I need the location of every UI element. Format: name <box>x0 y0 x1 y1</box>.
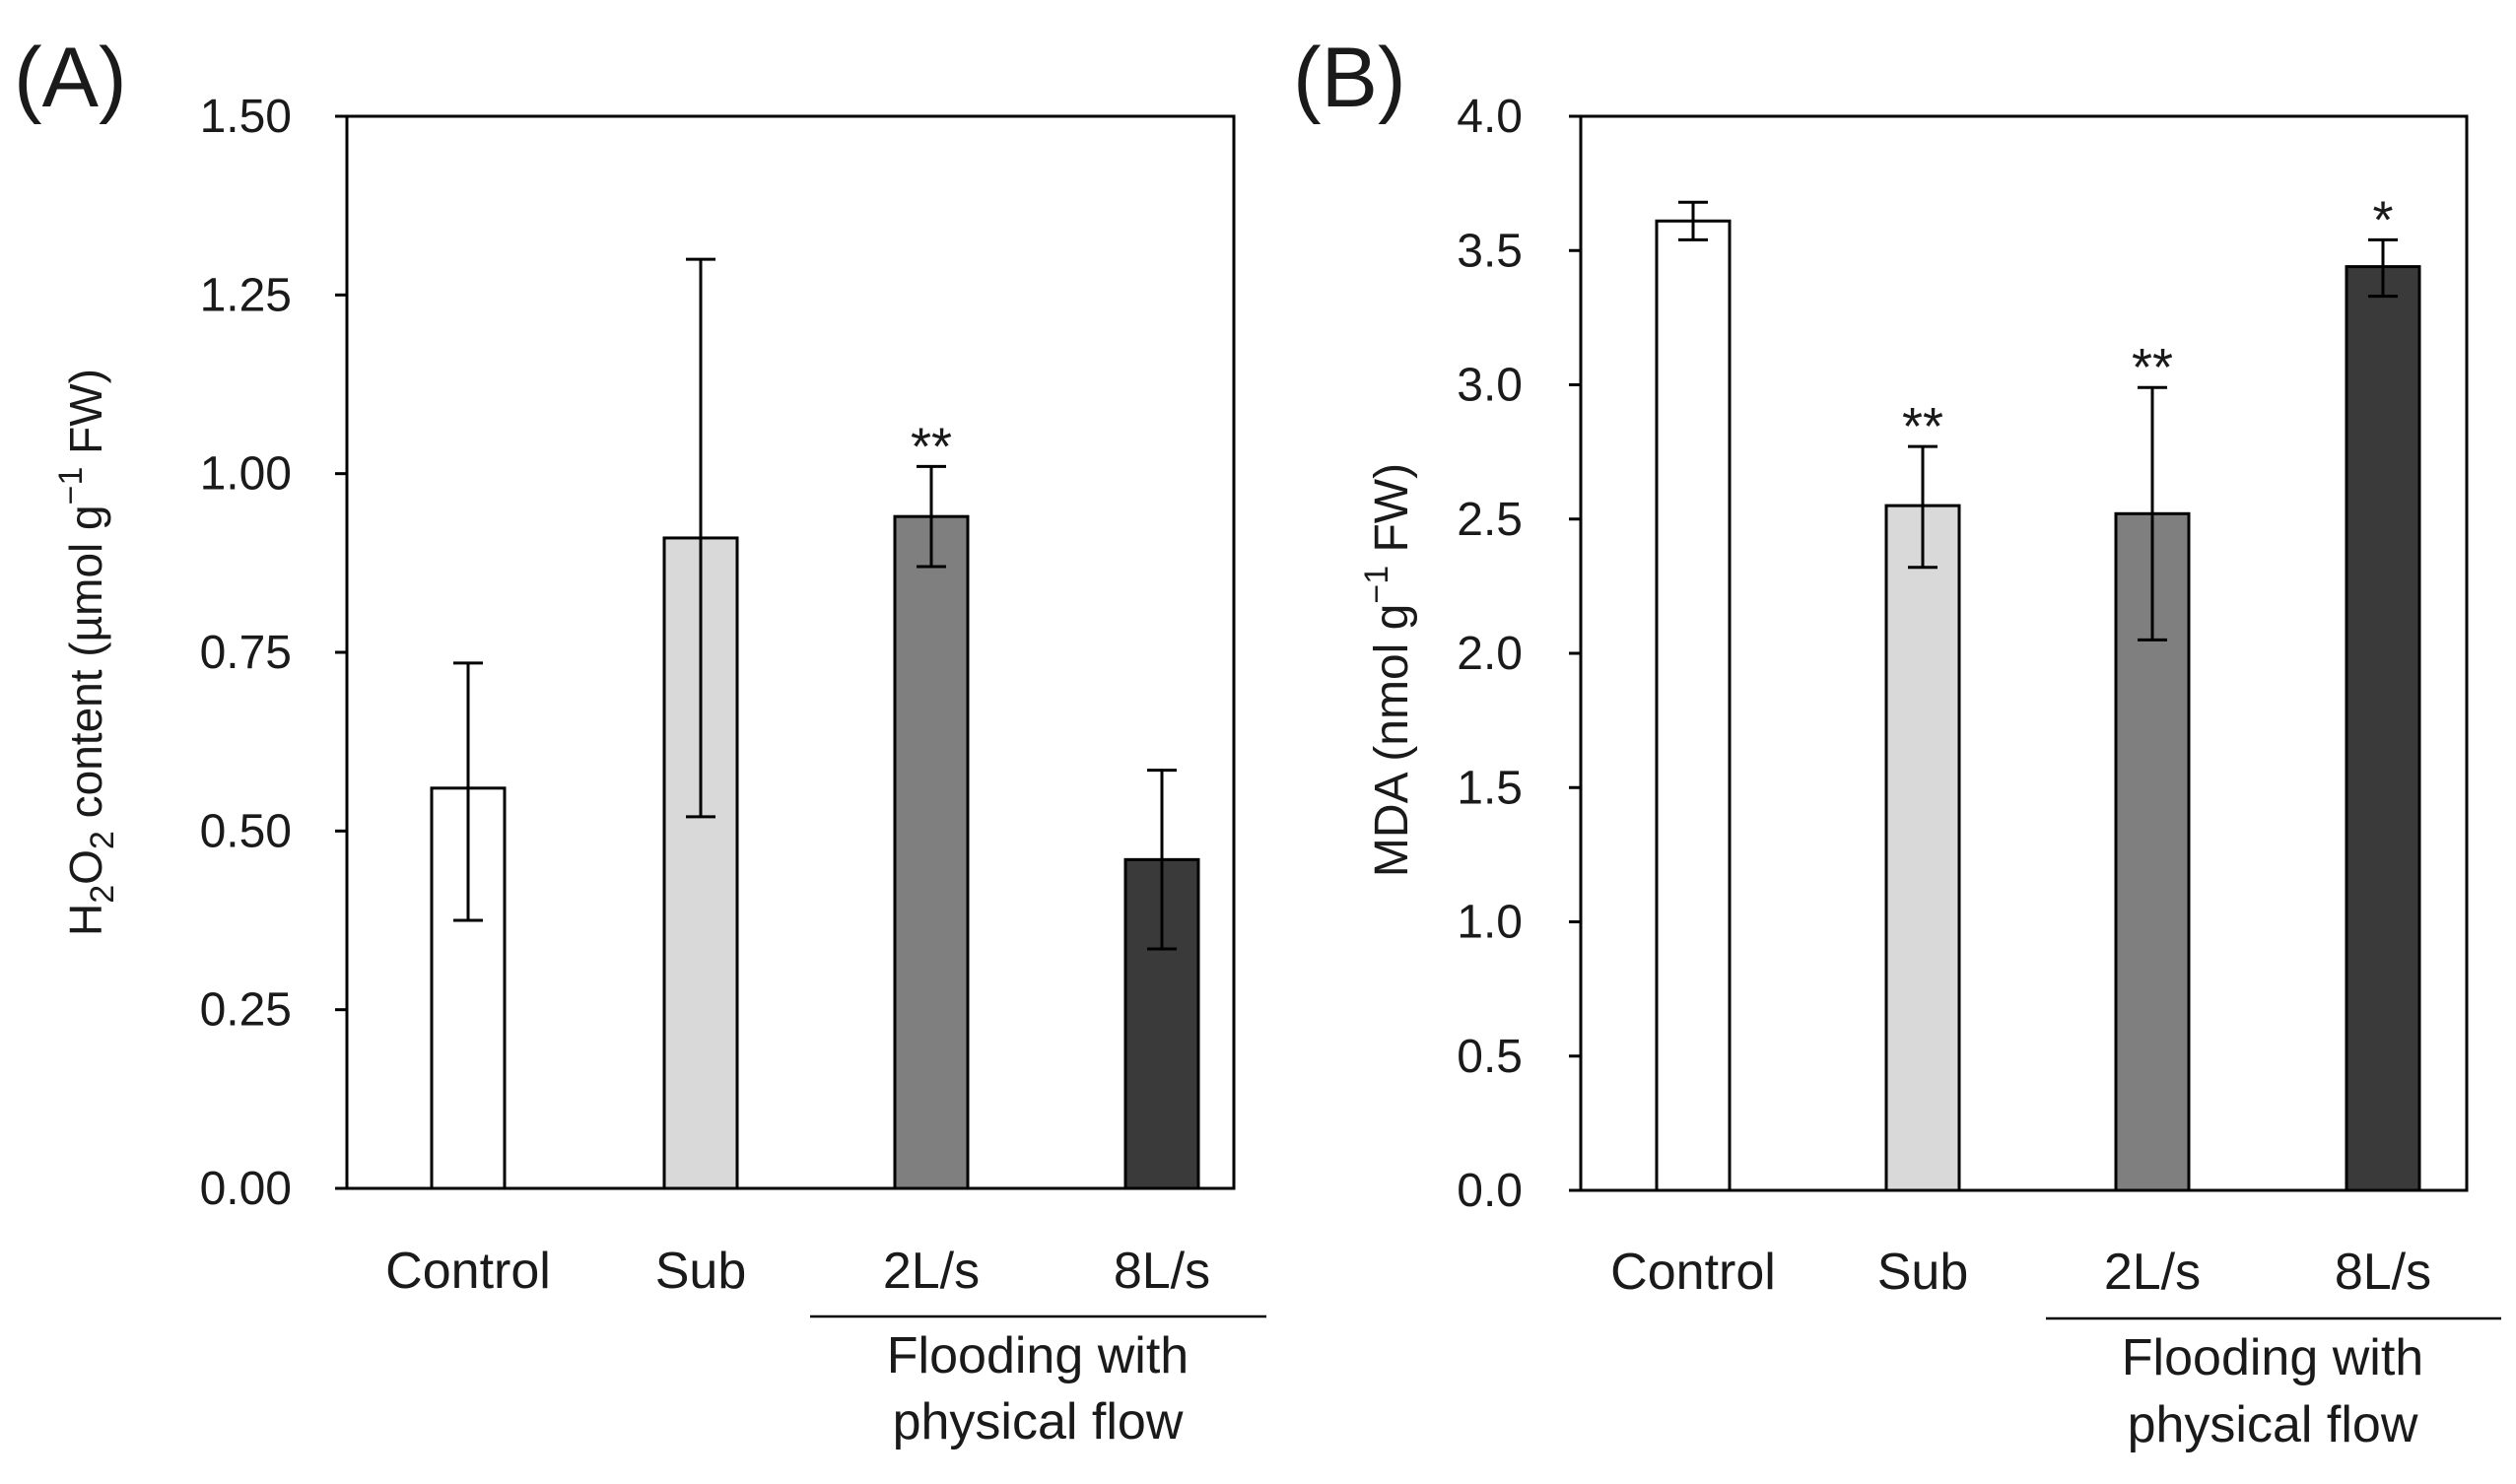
bar-8ls <box>2345 265 2421 1192</box>
bar-sub <box>1884 504 1961 1192</box>
significance-marker: ** <box>1902 397 1943 456</box>
x-tick-label: Control <box>1610 1244 1776 1301</box>
x-tick-label: 8L/s <box>2335 1244 2431 1301</box>
error-bar <box>1678 200 1708 241</box>
panel-b-x-tick-labels: Control Sub 2L/s 8L/s <box>1610 1244 2431 1301</box>
x-tick-label: 2L/s <box>883 1243 980 1300</box>
bar-control <box>1655 219 1732 1192</box>
x-tick-label: 2L/s <box>2104 1244 2201 1301</box>
panel-b-y-ticks: 0.0 0.5 1.0 1.5 2.0 2.5 3.0 3.5 4.0 <box>1457 91 1581 1217</box>
significance-marker: ** <box>2132 338 2173 397</box>
y-tick-label: 0.0 <box>1457 1165 1523 1217</box>
y-tick-label: 4.0 <box>1457 91 1523 143</box>
y-tick-label: 0.25 <box>200 984 292 1037</box>
y-tick-label: 1.25 <box>200 269 292 321</box>
panel-a-bars: ** <box>430 257 1200 1190</box>
panel-b-label: (B) <box>1293 31 1406 125</box>
y-tick-label: 3.5 <box>1457 225 1523 277</box>
panel-a-group-label-line2: physical flow <box>893 1393 1184 1450</box>
significance-marker: * <box>2372 190 2393 249</box>
error-bar <box>1147 769 1177 951</box>
significance-marker: ** <box>911 417 952 476</box>
y-tick-label: 0.50 <box>200 805 292 857</box>
panel-a-group-label-line1: Flooding with <box>887 1327 1189 1384</box>
y-tick-label: 2.0 <box>1457 628 1523 680</box>
error-bar <box>686 257 715 819</box>
panel-b-y-axis-label: MDA (nmol g−1 FW) <box>1358 463 1418 877</box>
panel-b: (B) 0.0 0.5 1.0 1.5 2.0 2.5 3.0 3.5 4.0 MDA (nmo… <box>1293 31 2501 1453</box>
error-bar <box>2368 237 2398 299</box>
y-tick-label: 2.5 <box>1457 494 1523 546</box>
error-bar <box>2138 385 2167 641</box>
panel-a-y-ticks: 0.00 0.25 0.50 0.75 1.00 1.25 1.50 <box>200 91 347 1215</box>
panel-a-y-axis-label: H2O2 content (µmol g−1 FW) <box>52 369 121 936</box>
y-tick-label: 0.5 <box>1457 1031 1523 1083</box>
x-tick-label: Control <box>385 1243 551 1300</box>
panel-b-bars: ***** <box>1655 190 2421 1192</box>
x-tick-label: 8L/s <box>1114 1243 1210 1300</box>
error-bar <box>1908 444 1938 570</box>
panel-b-group-label-line2: physical flow <box>2128 1396 2418 1453</box>
x-tick-label: Sub <box>1877 1244 1969 1301</box>
error-bar <box>453 661 483 922</box>
y-tick-label: 1.50 <box>200 91 292 143</box>
panel-a: (A) 0.00 0.25 0.50 0.75 1.00 1.25 1.50 H2O2 co… <box>14 31 1266 1450</box>
panel-a-x-tick-labels: Control Sub 2L/s 8L/s <box>385 1243 1210 1300</box>
y-tick-label: 0.75 <box>200 627 292 679</box>
panel-a-label: (A) <box>14 31 127 125</box>
x-tick-label: Sub <box>655 1243 747 1300</box>
error-bar <box>917 464 946 569</box>
y-tick-label: 0.00 <box>200 1163 292 1215</box>
y-tick-label: 1.00 <box>200 448 292 501</box>
y-tick-label: 1.0 <box>1457 897 1523 949</box>
bar-2ls <box>893 514 970 1190</box>
panel-b-group-label-line1: Flooding with <box>2122 1329 2423 1386</box>
y-tick-label: 1.5 <box>1457 762 1523 814</box>
y-tick-label: 3.0 <box>1457 360 1523 412</box>
